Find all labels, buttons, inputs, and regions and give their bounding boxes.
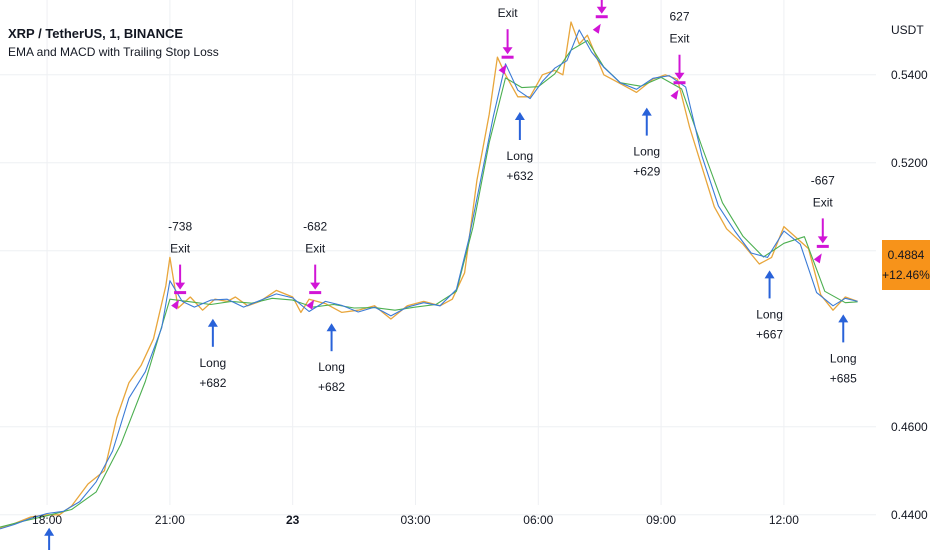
y-tick-label: 0.4600: [891, 420, 928, 434]
long-marker: Long +632: [506, 112, 534, 183]
x-tick-label: 06:00: [523, 513, 553, 527]
long-pnl-label: +682: [199, 376, 226, 390]
exit-arrow-head: [502, 47, 513, 55]
series-line-1: [0, 39, 858, 528]
exit-arrow-head: [175, 282, 186, 290]
long-marker: Long +667: [756, 270, 783, 341]
exit-fill-flag: [498, 64, 507, 75]
x-tick-label: 09:00: [646, 513, 676, 527]
gridlines: [0, 0, 876, 516]
last-price-badge: 0.4884 +12.46%: [882, 240, 930, 290]
long-arrow-head: [326, 323, 337, 332]
exit-fill-flag: [592, 23, 601, 34]
y-tick-label: 0.5400: [891, 68, 928, 82]
exit-label: Exit: [305, 242, 326, 256]
trade-markers: -738 Exit -682 Exit Exit 627 Exit -667 Exit Long +…: [44, 0, 857, 550]
long-label: Long: [633, 145, 660, 159]
long-marker: [44, 527, 55, 550]
exit-marker: -682 Exit: [303, 220, 328, 310]
exit-fill-flag: [813, 253, 822, 264]
last-price-value: 0.4884: [888, 248, 925, 262]
x-tick-label: 18:00: [32, 513, 62, 527]
last-price-badge-background: [882, 240, 930, 290]
x-tick-label: 03:00: [400, 513, 430, 527]
exit-marker: Exit: [498, 6, 519, 75]
x-tick-label: 21:00: [155, 513, 185, 527]
long-marker: Long +682: [318, 323, 345, 394]
long-label: Long: [318, 360, 345, 374]
exit-label: Exit: [670, 32, 691, 46]
long-label: Long: [830, 351, 857, 365]
long-arrow-head: [838, 314, 849, 323]
exit-label: Exit: [813, 195, 834, 209]
exit-fill-flag: [670, 89, 679, 100]
long-arrow-head: [207, 318, 218, 327]
price-unit: USDT: [891, 23, 924, 37]
long-pnl-label: +685: [830, 371, 857, 385]
exit-pnl-label: -682: [303, 220, 327, 234]
chart-title: XRP / TetherUS, 1, BINANCE: [8, 26, 183, 41]
exit-label: Exit: [498, 6, 519, 20]
long-pnl-label: +682: [318, 380, 345, 394]
exit-marker: -667 Exit: [811, 173, 835, 264]
long-pnl-label: +629: [633, 165, 660, 179]
series-line-0: [0, 21, 858, 529]
series-line-2: [0, 29, 858, 530]
last-price-change: +12.46%: [882, 268, 930, 282]
long-pnl-label: +667: [756, 327, 783, 341]
long-arrow-head: [764, 270, 775, 279]
exit-arrow-head: [310, 282, 321, 290]
long-arrow-head: [44, 527, 55, 536]
long-marker: Long +685: [830, 314, 857, 385]
long-marker: Long +629: [633, 107, 661, 179]
exit-marker: [592, 0, 608, 34]
exit-pnl-label: -667: [811, 173, 835, 187]
exit-pnl-label: -738: [168, 220, 192, 234]
x-tick-label: 12:00: [769, 513, 799, 527]
exit-arrow-head: [674, 72, 685, 80]
long-label: Long: [507, 149, 534, 163]
time-axis[interactable]: 18:00 21:00 23 03:00 06:00 09:00 12:00: [32, 513, 799, 527]
long-label: Long: [200, 356, 227, 370]
long-arrow-head: [641, 107, 652, 116]
price-series: [0, 21, 858, 530]
long-label: Long: [756, 307, 783, 321]
x-tick-label: 23: [286, 513, 300, 527]
exit-fill-flag: [306, 299, 315, 310]
exit-arrow-head: [596, 6, 607, 14]
y-tick-label: 0.4400: [891, 508, 928, 522]
exit-label: Exit: [170, 242, 191, 256]
long-marker: Long +682: [199, 318, 227, 390]
long-arrow-head: [514, 112, 525, 120]
exit-marker: 627 Exit: [669, 10, 690, 100]
long-pnl-label: +632: [506, 169, 533, 183]
exit-marker: -738 Exit: [168, 220, 192, 310]
y-tick-label: 0.5200: [891, 156, 928, 170]
exit-fill-flag: [171, 299, 180, 310]
exit-arrow-head: [817, 236, 828, 244]
exit-pnl-label: 627: [669, 10, 689, 24]
chart-subtitle: EMA and MACD with Trailing Stop Loss: [8, 45, 219, 59]
